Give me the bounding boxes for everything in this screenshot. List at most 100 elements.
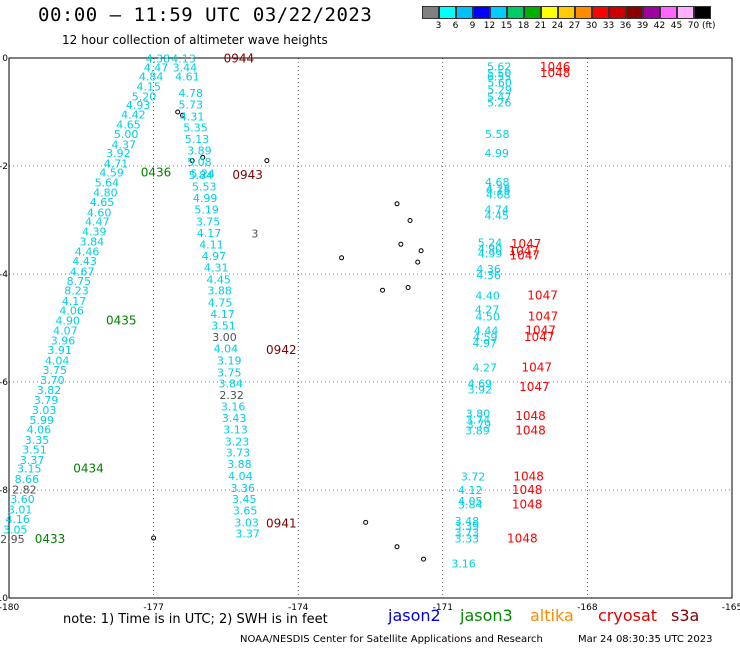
- y-tick-label: -2: [0, 162, 8, 172]
- wave-height-label: 4.99: [193, 192, 218, 205]
- wave-height-label: 3.84: [80, 236, 105, 249]
- wave-height-label: 3.37: [235, 528, 260, 541]
- wave-height-label: 3.88: [207, 285, 232, 298]
- colorbar-label: 18: [517, 21, 530, 31]
- time-label: 0433: [35, 532, 66, 546]
- colorbar-label: 9: [469, 21, 476, 31]
- wave-height-label: 5.24: [478, 237, 503, 250]
- colorbar-swatch: [473, 6, 490, 19]
- land-marker: [407, 218, 413, 224]
- time-label: 0944: [224, 52, 255, 66]
- wave-height-label: 3.79: [467, 419, 492, 432]
- wave-height-label: 5.47: [487, 91, 512, 104]
- colorbar-swatch: [439, 6, 456, 19]
- land-marker: [180, 112, 186, 118]
- wave-height-label: 4.17: [62, 295, 87, 308]
- colorbar-swatch: [422, 6, 439, 19]
- colorbar-unit: (ft): [702, 21, 716, 31]
- wave-height-label: 4.36: [476, 263, 501, 276]
- colorbar-label: 15: [500, 21, 513, 31]
- wave-height-label: 4.93: [126, 99, 151, 112]
- wave-height-label: 3.01: [8, 503, 33, 516]
- time-label: 1047: [511, 237, 542, 251]
- colorbar-label: 42: [653, 21, 666, 31]
- y-tick-label: -4: [0, 270, 8, 280]
- wave-height-label: 4.27: [475, 304, 500, 317]
- wave-height-label: 5.50: [487, 67, 512, 80]
- wave-height-label: 4.46: [75, 245, 100, 258]
- wave-height-label: 4.65: [116, 118, 141, 131]
- wave-height-label: 3.75: [196, 216, 221, 229]
- wave-height-label: 4.31: [180, 110, 205, 123]
- colorbar-swatch: [456, 6, 473, 19]
- wave-height-label: 4.84: [139, 70, 164, 83]
- wave-height-label: 4.06: [27, 424, 52, 437]
- wave-height-label: 3.45: [232, 493, 257, 506]
- land-marker: [339, 255, 345, 261]
- wave-height-label: 3.75: [43, 364, 68, 377]
- footer-timestamp: Mar 24 08:30:35 UTC 2023: [578, 634, 713, 645]
- wave-height-label: 3.75: [217, 366, 242, 379]
- wave-height-label: 4.04: [214, 343, 239, 356]
- x-tick-label: -174: [288, 603, 309, 613]
- wave-height-label: 4.75: [208, 297, 233, 310]
- wave-height-label: 5.26: [487, 96, 512, 109]
- wave-height-label: 3.36: [231, 482, 256, 495]
- colorbar-swatch: [575, 6, 592, 19]
- land-marker: [415, 259, 421, 265]
- wave-height-label: 8.66: [15, 473, 40, 486]
- wave-height-label: 5.29: [487, 83, 512, 96]
- wave-height-label: 5.84: [189, 169, 214, 182]
- colorbar-swatch: [490, 6, 507, 19]
- wave-height-label: 4.45: [206, 273, 231, 286]
- wave-height-label: 2.32: [219, 389, 244, 402]
- x-tick-label: -177: [143, 603, 163, 613]
- wave-height-label: 4.04: [228, 470, 253, 483]
- land-marker: [380, 287, 386, 293]
- wave-height-label: 5.60: [487, 76, 512, 89]
- land-marker: [418, 248, 424, 254]
- time-label: 1047: [519, 380, 550, 394]
- time-label: 0435: [106, 313, 137, 327]
- wave-height-label: 3.19: [217, 354, 242, 367]
- wave-height-label: 4.90: [478, 243, 503, 256]
- colorbar-swatch: [643, 6, 660, 19]
- wave-height-label: 4.04: [45, 354, 70, 367]
- time-label: 0943: [232, 168, 263, 182]
- wave-height-label: 3.72: [461, 471, 486, 484]
- wave-height-label: 4.67: [70, 265, 95, 278]
- wave-height-label: 4.68: [485, 176, 510, 189]
- wave-height-label: 3.43: [222, 412, 247, 425]
- wave-height-label: 3.82: [37, 384, 62, 397]
- colorbar-swatch: [626, 6, 643, 19]
- wave-height-label: 3.51: [211, 319, 236, 332]
- land-marker: [394, 201, 400, 207]
- wave-height-label: 3.35: [25, 434, 50, 447]
- land-marker: [405, 285, 411, 290]
- wave-height-label: 3.96: [51, 334, 76, 347]
- colorbar-swatch: [592, 6, 609, 19]
- wave-height-label: 4.78: [178, 87, 203, 100]
- wave-height-label: 4.74: [485, 204, 510, 217]
- y-tick-label: -8: [0, 486, 8, 496]
- wave-height-label: 4.65: [90, 196, 115, 209]
- wave-height-label: 3.05: [3, 523, 28, 536]
- wave-height-label: 4.80: [93, 186, 118, 199]
- wave-height-label: 3.92: [468, 384, 493, 397]
- wave-height-label: 4.71: [104, 157, 129, 170]
- colorbar-label: 6: [452, 21, 459, 31]
- land-marker: [151, 535, 157, 541]
- colorbar-label: 30: [585, 21, 598, 31]
- wave-height-label: 3.73: [226, 447, 251, 460]
- wave-height-label: 4.36: [476, 269, 501, 282]
- mission-jason3: jason3: [460, 606, 513, 625]
- wave-height-label: 4.97: [472, 337, 497, 350]
- time-label: 1047: [524, 330, 555, 344]
- colorbar-swatch: [541, 6, 558, 19]
- wave-height-label: 4.07: [53, 325, 78, 338]
- wave-height-label: 3.16: [451, 557, 476, 570]
- colorbar-label: 12: [483, 21, 496, 31]
- wave-height-label: 4.17: [210, 308, 235, 321]
- time-label: 1047: [509, 249, 540, 263]
